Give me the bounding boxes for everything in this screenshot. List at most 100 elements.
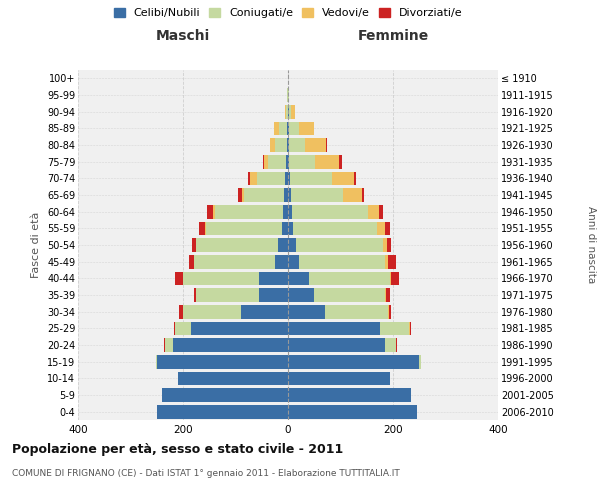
Bar [368, 205, 379, 218]
Bar [274, 122, 279, 135]
Bar [175, 322, 191, 335]
Text: COMUNE DI FRIGNANO (CE) - Dati ISTAT 1° gennaio 2011 - Elaborazione TUTTITALIA.I: COMUNE DI FRIGNANO (CE) - Dati ISTAT 1° … [12, 468, 400, 477]
Bar [286, 105, 288, 118]
Bar [178, 372, 288, 385]
Bar [279, 122, 287, 135]
Bar [270, 138, 275, 152]
Bar [289, 138, 305, 152]
Bar [288, 122, 289, 135]
Bar [199, 222, 205, 235]
Bar [339, 155, 341, 168]
Bar [288, 405, 416, 418]
Bar [361, 188, 364, 202]
Bar [380, 322, 409, 335]
Bar [288, 255, 299, 268]
Bar [192, 238, 196, 252]
Bar [326, 138, 327, 152]
Bar [289, 122, 299, 135]
Bar [164, 338, 173, 352]
Bar [207, 205, 214, 218]
Bar [287, 138, 288, 152]
Bar [175, 272, 183, 285]
Bar [379, 205, 383, 218]
Bar [196, 238, 277, 252]
Bar [383, 238, 387, 252]
Bar [183, 305, 241, 318]
Bar [238, 188, 242, 202]
Bar [275, 138, 287, 152]
Text: Femmine: Femmine [358, 28, 428, 42]
Bar [264, 155, 268, 168]
Bar [162, 388, 288, 402]
Bar [296, 238, 383, 252]
Bar [419, 355, 421, 368]
Bar [289, 105, 291, 118]
Bar [325, 305, 388, 318]
Bar [248, 172, 250, 185]
Bar [173, 338, 288, 352]
Bar [288, 238, 296, 252]
Bar [284, 188, 288, 202]
Text: Maschi: Maschi [156, 28, 210, 42]
Bar [290, 188, 343, 202]
Bar [387, 238, 391, 252]
Bar [305, 138, 326, 152]
Bar [288, 188, 290, 202]
Bar [377, 222, 385, 235]
Bar [288, 272, 309, 285]
Bar [385, 338, 395, 352]
Bar [282, 222, 288, 235]
Bar [388, 255, 395, 268]
Bar [157, 355, 288, 368]
Bar [174, 322, 175, 335]
Bar [205, 222, 206, 235]
Bar [244, 188, 284, 202]
Bar [287, 122, 288, 135]
Bar [277, 238, 288, 252]
Bar [388, 305, 389, 318]
Bar [275, 255, 288, 268]
Bar [385, 222, 391, 235]
Bar [288, 205, 292, 218]
Bar [314, 288, 385, 302]
Bar [288, 322, 380, 335]
Bar [257, 172, 286, 185]
Bar [288, 288, 314, 302]
Bar [288, 338, 385, 352]
Bar [214, 205, 215, 218]
Bar [353, 172, 356, 185]
Bar [263, 155, 264, 168]
Bar [288, 305, 325, 318]
Bar [286, 155, 288, 168]
Bar [288, 172, 290, 185]
Bar [215, 205, 283, 218]
Bar [193, 288, 196, 302]
Bar [196, 288, 259, 302]
Bar [157, 405, 288, 418]
Bar [259, 288, 288, 302]
Bar [299, 255, 385, 268]
Bar [183, 272, 259, 285]
Bar [410, 322, 411, 335]
Bar [291, 105, 295, 118]
Bar [286, 172, 288, 185]
Bar [250, 172, 257, 185]
Bar [288, 138, 289, 152]
Text: Anni di nascita: Anni di nascita [586, 206, 596, 284]
Bar [288, 388, 412, 402]
Bar [259, 272, 288, 285]
Bar [193, 255, 275, 268]
Bar [293, 222, 377, 235]
Bar [191, 322, 288, 335]
Bar [316, 155, 339, 168]
Bar [385, 255, 388, 268]
Bar [386, 288, 391, 302]
Bar [395, 338, 397, 352]
Bar [332, 172, 353, 185]
Bar [391, 272, 400, 285]
Bar [285, 105, 286, 118]
Bar [242, 188, 244, 202]
Bar [289, 155, 316, 168]
Bar [283, 205, 288, 218]
Text: Popolazione per età, sesso e stato civile - 2011: Popolazione per età, sesso e stato civil… [12, 442, 343, 456]
